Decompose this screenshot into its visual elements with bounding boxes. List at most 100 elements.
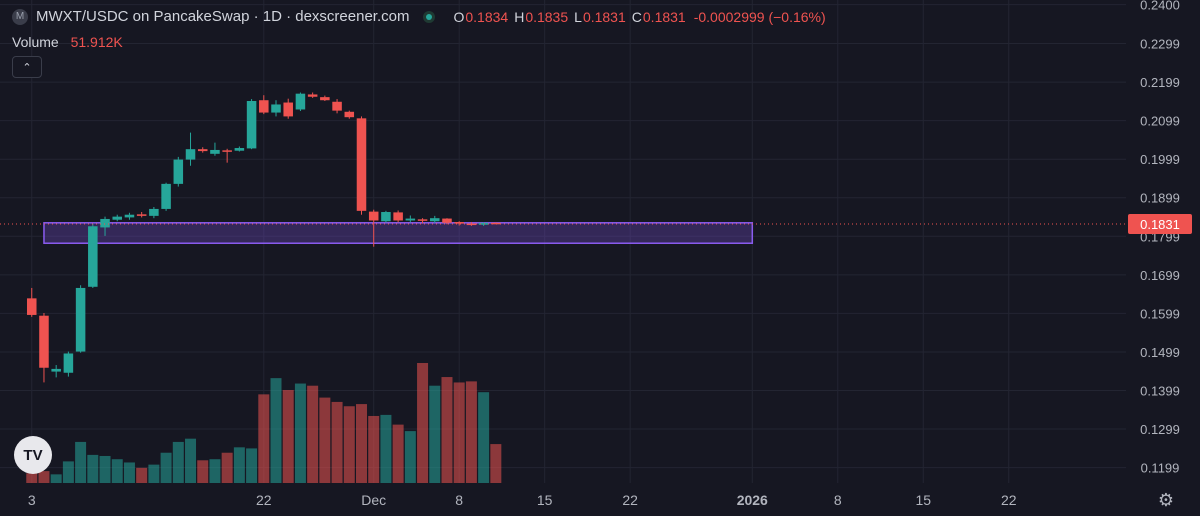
volume-bar [307, 385, 319, 483]
candle [393, 210, 403, 223]
token-badge: M [12, 8, 28, 25]
candle [381, 210, 391, 223]
candle-body [271, 104, 281, 113]
candle-body [39, 315, 49, 368]
y-axis[interactable]: 0.11990.12990.13990.14990.15990.16990.17… [1140, 0, 1180, 476]
candle-body [466, 223, 477, 226]
candle-body [149, 208, 159, 216]
gear-icon[interactable]: ⚙ [1157, 489, 1175, 510]
volume-bar [441, 377, 453, 483]
volume-bar [465, 381, 477, 483]
volume-bar [404, 431, 416, 483]
volume-bar [417, 363, 429, 483]
volume-bar [172, 441, 184, 483]
y-tick-label: 0.1499 [1140, 345, 1180, 360]
candle-body [161, 183, 171, 209]
volume-bar [185, 438, 197, 483]
candle [295, 92, 306, 112]
x-tick-label: 8 [834, 492, 842, 508]
last-price-tag [1128, 213, 1192, 234]
candle [100, 216, 110, 236]
last-price-label-group: 0.1831 [1128, 213, 1192, 234]
y-tick-label: 0.1199 [1141, 461, 1180, 476]
candle [185, 132, 196, 166]
volume-bar [392, 424, 404, 483]
volume-bar [99, 455, 111, 483]
y-tick-label: 0.1899 [1140, 191, 1180, 206]
volume-bar [136, 467, 148, 483]
candle-body [51, 368, 61, 372]
collapse-legend-button[interactable]: ⌃ [12, 56, 42, 78]
candle [405, 215, 416, 223]
candle [454, 221, 464, 226]
candle [320, 95, 330, 101]
candle [136, 212, 147, 218]
volume-bar [148, 464, 160, 483]
support-zone[interactable] [43, 222, 754, 244]
candle-body [381, 212, 391, 222]
candles [26, 92, 501, 383]
grid [0, 0, 1126, 483]
candle [466, 222, 477, 226]
candle [417, 218, 428, 224]
candle-body [173, 159, 184, 184]
candle-body [356, 118, 367, 211]
candle [63, 351, 74, 377]
candle-body [454, 222, 464, 224]
volume-bar [282, 390, 294, 483]
volume-bar [209, 459, 221, 483]
y-tick-label: 0.1999 [1140, 152, 1180, 167]
last-price-label: 0.1831 [1140, 217, 1180, 232]
candle-body [332, 101, 342, 111]
x-axis[interactable]: 3 22 Dec 8 15 22 2026 8 15 22 [28, 492, 1017, 508]
candle [222, 148, 232, 163]
candle-body [222, 150, 232, 152]
volume-bar [50, 474, 62, 483]
volume-bar [355, 404, 367, 483]
candle-body [283, 102, 293, 117]
candle-body [234, 148, 245, 151]
x-tick-label: Dec [361, 492, 386, 508]
volume-bar [233, 447, 245, 483]
candle-body [210, 149, 220, 154]
volume-bar [319, 397, 331, 483]
candle [112, 214, 123, 222]
candle [442, 218, 452, 225]
volume-bar [160, 452, 172, 483]
candle [491, 222, 501, 225]
candle [75, 285, 86, 353]
candle-body [307, 94, 318, 97]
candle-body [88, 226, 98, 287]
y-tick-label: 0.2099 [1140, 114, 1180, 129]
ohlc-high: H0.1835 [514, 8, 569, 25]
candle [88, 223, 98, 288]
support-zone-box[interactable] [43, 222, 754, 244]
candle-body [442, 218, 452, 223]
chevron-up-icon: ⌃ [22, 61, 32, 74]
chart-header: M MWXT/USDC on PancakeSwap · 1D · dexscr… [12, 8, 826, 25]
candle [332, 99, 342, 114]
volume-value: 51.912K [70, 34, 123, 50]
candle-body [246, 100, 257, 149]
candle [259, 95, 269, 115]
candle [26, 287, 37, 317]
tradingview-logo[interactable]: TV [14, 436, 52, 474]
candle [283, 98, 293, 119]
candle [124, 212, 135, 220]
candle-body [320, 97, 330, 101]
y-tick-label: 0.2400 [1140, 0, 1180, 13]
status-dot-icon [423, 10, 436, 23]
chart-title[interactable]: MWXT/USDC on PancakeSwap · 1D · dexscree… [36, 8, 410, 25]
candle [307, 92, 318, 98]
volume-bar [258, 394, 270, 483]
candle-body [136, 214, 147, 216]
candle-body [405, 218, 416, 221]
candle [478, 222, 489, 226]
candle-body [295, 93, 306, 110]
y-tick-label: 0.2299 [1140, 37, 1180, 52]
volume-bar [197, 460, 209, 483]
candle-body [478, 222, 489, 225]
candle-body [124, 214, 135, 218]
candle-body [75, 287, 86, 352]
